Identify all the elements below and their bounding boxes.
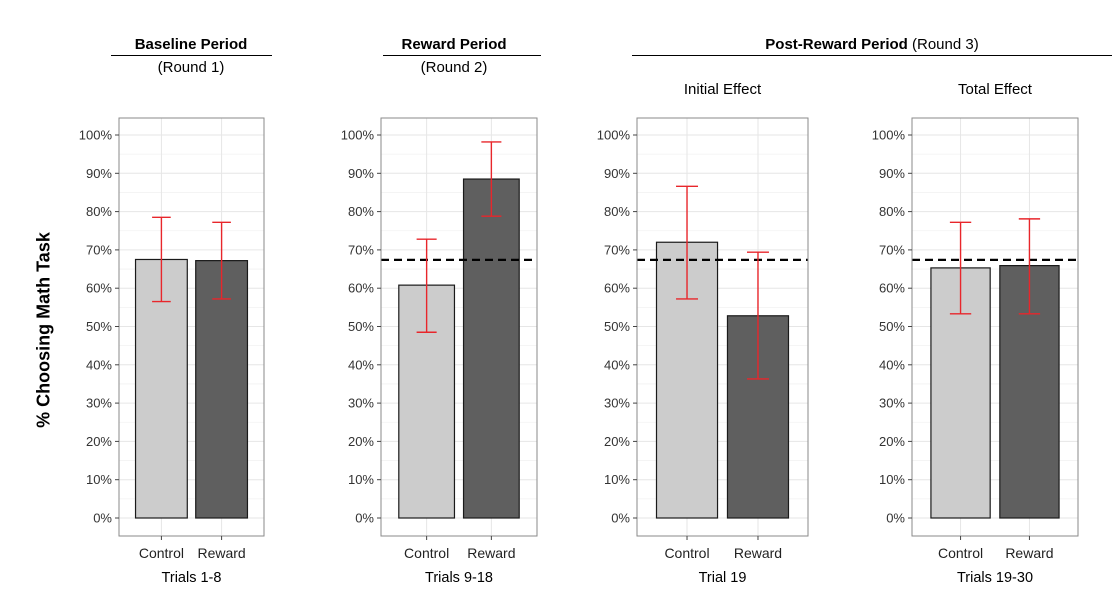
- y-tick-label: 90%: [879, 166, 905, 181]
- bar-reward: [462, 178, 520, 519]
- x-tick-label: Control: [139, 545, 184, 561]
- y-tick-label: 50%: [348, 319, 374, 334]
- y-tick-label: 0%: [355, 511, 374, 526]
- x-axis-title: Trials 19-30: [957, 570, 1033, 586]
- y-tick-label: 40%: [348, 357, 374, 372]
- y-tick-label: 40%: [879, 357, 905, 372]
- y-tick-label: 80%: [604, 204, 630, 219]
- y-tick-label: 60%: [604, 281, 630, 296]
- y-tick-label: 80%: [86, 204, 112, 219]
- y-tick-label: 10%: [879, 472, 905, 487]
- x-tick-label: Control: [938, 545, 983, 561]
- x-tick-label: Control: [664, 545, 709, 561]
- chart-panel-4: 0% 10% 20% 30% 40% 50% 60% 70% 80% 90% 100% Control…: [872, 81, 1079, 586]
- y-tick-label: 20%: [86, 434, 112, 449]
- y-tick-label: 50%: [879, 319, 905, 334]
- header-baseline: Baseline Period: [131, 36, 251, 53]
- y-tick-label: 70%: [86, 242, 112, 257]
- chart-panel-2: 0% 10% 20% 30% 40% 50% 60% 70% 80% 90% 100% Control…: [341, 117, 538, 586]
- y-tick-label: 0%: [886, 511, 905, 526]
- x-tick-label: Reward: [734, 545, 782, 561]
- header-baseline-sub: (Round 1): [157, 59, 225, 76]
- y-tick-label: 70%: [348, 242, 374, 257]
- header-baseline-rule: [111, 55, 272, 56]
- y-tick-label: 30%: [604, 396, 630, 411]
- header-reward: Reward Period: [384, 36, 524, 53]
- y-tick-label: 60%: [348, 281, 374, 296]
- y-tick-label: 30%: [86, 396, 112, 411]
- y-tick-label: 90%: [86, 166, 112, 181]
- y-tick-label: 60%: [86, 281, 112, 296]
- y-tick-label: 10%: [604, 472, 630, 487]
- y-tick-label: 40%: [86, 357, 112, 372]
- y-tick-label: 60%: [879, 281, 905, 296]
- y-tick-label: 0%: [93, 511, 112, 526]
- x-tick-label: Control: [404, 545, 449, 561]
- header-reward-title: Reward Period: [401, 36, 507, 53]
- y-tick-label: 20%: [879, 434, 905, 449]
- y-tick-label: 10%: [348, 472, 374, 487]
- header-post-round: (Round 3): [907, 36, 979, 53]
- header-post-rule: [632, 55, 1112, 56]
- y-tick-label: 50%: [86, 319, 112, 334]
- y-tick-label: 90%: [604, 166, 630, 181]
- chart-panel-3: 0% 10% 20% 30% 40% 50% 60% 70% 80% 90% 100% Control…: [597, 81, 809, 586]
- y-tick-label: 10%: [86, 472, 112, 487]
- x-axis-title: Trials 1-8: [162, 570, 222, 586]
- y-tick-label: 20%: [604, 434, 630, 449]
- header-post-title: Post-Reward Period: [765, 36, 908, 53]
- y-tick-label: 30%: [879, 396, 905, 411]
- y-tick-label: 100%: [79, 128, 113, 143]
- header-post: Post-Reward Period (Round 3): [632, 36, 1112, 53]
- y-tick-label: 80%: [879, 204, 905, 219]
- y-tick-label: 20%: [348, 434, 374, 449]
- x-axis-title: Trials 9-18: [425, 570, 493, 586]
- y-tick-label: 0%: [611, 511, 630, 526]
- header-reward-sub: (Round 2): [420, 59, 488, 76]
- x-tick-label: Reward: [1005, 545, 1053, 561]
- y-tick-label: 80%: [348, 204, 374, 219]
- y-tick-label: 40%: [604, 357, 630, 372]
- panel-title: Initial Effect: [684, 81, 762, 98]
- x-axis-title: Trial 19: [699, 570, 747, 586]
- chart-panel-1: 0% 10% 20% 30% 40% 50% 60% 70% 80% 90% 100% Control…: [79, 117, 265, 586]
- y-tick-label: 90%: [348, 166, 374, 181]
- y-tick-label: 30%: [348, 396, 374, 411]
- y-tick-label: 70%: [604, 242, 630, 257]
- header-baseline-title: Baseline Period: [134, 36, 248, 53]
- header-reward-rule: [383, 55, 541, 56]
- y-tick-label: 100%: [872, 128, 906, 143]
- bar-reward: [195, 260, 249, 519]
- x-tick-label: Reward: [467, 545, 515, 561]
- panel-title: Total Effect: [958, 81, 1033, 98]
- y-tick-label: 70%: [879, 242, 905, 257]
- y-tick-label: 100%: [597, 128, 631, 143]
- x-tick-label: Reward: [197, 545, 245, 561]
- y-tick-label: 100%: [341, 128, 375, 143]
- y-tick-label: 50%: [604, 319, 630, 334]
